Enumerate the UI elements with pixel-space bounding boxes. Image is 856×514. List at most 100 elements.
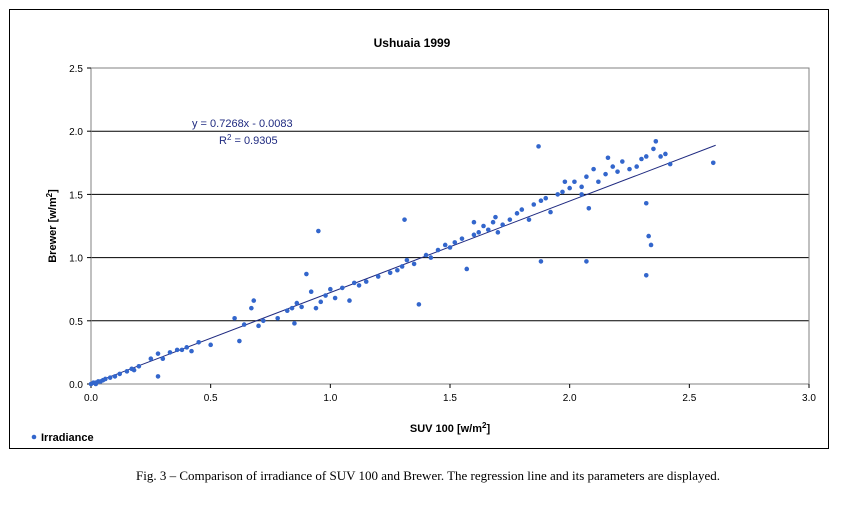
data-point bbox=[452, 240, 458, 245]
data-point bbox=[603, 171, 608, 177]
legend-label: Irradiance bbox=[41, 432, 94, 444]
data-point bbox=[615, 169, 620, 174]
legend: Irradiance bbox=[31, 432, 94, 444]
data-point bbox=[275, 315, 280, 321]
data-point bbox=[459, 236, 465, 241]
data-point bbox=[428, 255, 434, 260]
data-point bbox=[627, 166, 632, 172]
data-point bbox=[514, 211, 520, 216]
data-point bbox=[363, 279, 369, 284]
x-axis-label: SUV 100 [w/m2] bbox=[410, 421, 491, 435]
data-point bbox=[485, 227, 491, 233]
data-point bbox=[651, 146, 656, 152]
data-point bbox=[648, 242, 654, 248]
data-point bbox=[160, 356, 166, 362]
grid-lines bbox=[91, 130, 809, 322]
data-point bbox=[249, 305, 254, 311]
data-point bbox=[442, 242, 448, 248]
data-point bbox=[620, 159, 625, 164]
data-point bbox=[572, 179, 577, 185]
data-point bbox=[347, 298, 352, 303]
data-point bbox=[208, 342, 213, 348]
data-point bbox=[646, 233, 651, 239]
data-point bbox=[356, 283, 362, 288]
data-point bbox=[179, 347, 185, 353]
data-point bbox=[241, 322, 247, 327]
data-point bbox=[196, 339, 201, 345]
data-point bbox=[536, 144, 541, 149]
data-point bbox=[596, 179, 601, 185]
data-point bbox=[411, 261, 417, 267]
data-point bbox=[643, 154, 649, 159]
data-point bbox=[423, 252, 429, 258]
data-point bbox=[471, 219, 477, 225]
data-point bbox=[464, 266, 470, 272]
data-point bbox=[605, 155, 611, 161]
data-point bbox=[323, 293, 328, 298]
data-point bbox=[112, 374, 118, 379]
data-point bbox=[167, 350, 173, 355]
y-tick-label: 2.5 bbox=[69, 64, 83, 75]
data-point bbox=[399, 264, 405, 269]
data-points bbox=[88, 139, 716, 387]
data-point bbox=[103, 376, 108, 382]
x-tick-label: 0.0 bbox=[84, 393, 98, 404]
x-tick-label: 2.5 bbox=[682, 393, 696, 404]
data-point bbox=[500, 222, 505, 228]
figure-caption: Fig. 3 – Comparison of irradiance of SUV… bbox=[135, 468, 720, 483]
data-point bbox=[232, 315, 237, 321]
x-tick-label: 3.0 bbox=[802, 393, 816, 404]
data-point bbox=[543, 195, 549, 201]
data-point bbox=[507, 217, 513, 222]
data-point bbox=[643, 200, 649, 206]
data-point bbox=[148, 356, 154, 362]
data-point bbox=[256, 323, 261, 329]
y-tick-label: 2.0 bbox=[69, 127, 83, 138]
data-point bbox=[476, 230, 482, 235]
data-point bbox=[634, 164, 639, 169]
data-point bbox=[131, 367, 137, 373]
x-tick-label: 2.0 bbox=[563, 393, 577, 404]
data-point bbox=[639, 156, 644, 162]
data-point bbox=[93, 380, 99, 386]
data-point bbox=[107, 375, 113, 380]
data-point bbox=[579, 192, 584, 197]
data-point bbox=[435, 247, 441, 253]
data-point bbox=[560, 189, 565, 195]
data-point bbox=[237, 338, 242, 344]
y-tick-label: 1.5 bbox=[69, 190, 83, 201]
data-point bbox=[316, 228, 321, 234]
data-point bbox=[538, 259, 544, 264]
data-point bbox=[471, 232, 477, 238]
data-point bbox=[124, 369, 130, 374]
data-point bbox=[658, 154, 663, 159]
data-point bbox=[299, 304, 304, 310]
data-point bbox=[643, 272, 649, 278]
y-tick-label: 0.5 bbox=[69, 317, 83, 328]
y-tick-label: 0.0 bbox=[69, 380, 83, 391]
data-point bbox=[667, 161, 673, 167]
data-point bbox=[261, 318, 266, 324]
y-axis-ticks: 0.0 0.5 1.0 1.5 2.0 2.5 bbox=[69, 64, 91, 391]
data-point bbox=[402, 217, 407, 222]
data-point bbox=[584, 174, 589, 180]
data-point bbox=[555, 192, 560, 197]
data-point bbox=[416, 302, 422, 307]
data-point bbox=[531, 202, 537, 207]
data-point bbox=[387, 270, 393, 276]
data-point bbox=[375, 274, 381, 279]
data-point bbox=[318, 299, 324, 305]
data-point bbox=[117, 371, 123, 377]
data-point bbox=[493, 214, 498, 220]
plot-area bbox=[90, 67, 810, 385]
data-point bbox=[663, 151, 668, 157]
data-point bbox=[155, 351, 161, 356]
data-point bbox=[610, 164, 616, 169]
data-point bbox=[304, 271, 309, 277]
data-point bbox=[495, 230, 501, 235]
data-point bbox=[313, 305, 319, 311]
data-point bbox=[284, 308, 290, 313]
data-point bbox=[174, 347, 180, 353]
data-point bbox=[519, 207, 525, 212]
